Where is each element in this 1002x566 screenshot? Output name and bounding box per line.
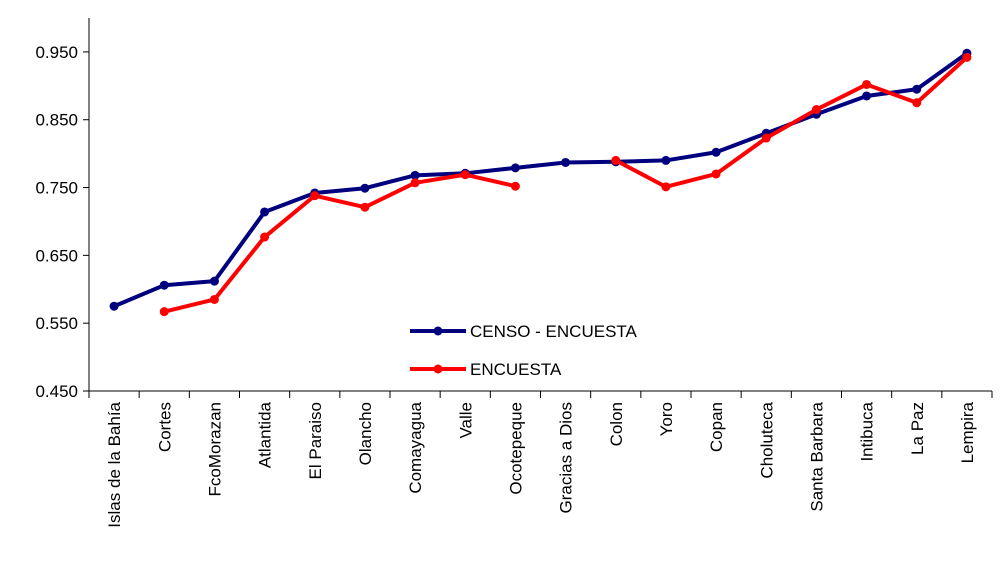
data-point bbox=[460, 170, 470, 180]
data-point bbox=[862, 91, 872, 101]
data-point bbox=[360, 183, 370, 193]
x-category-label: Intibuca bbox=[858, 401, 877, 461]
y-tick-label: 0.850 bbox=[35, 111, 78, 130]
data-point bbox=[661, 155, 671, 165]
data-point bbox=[159, 280, 169, 290]
data-point bbox=[410, 178, 420, 188]
x-category-label: Yoro bbox=[657, 402, 676, 436]
x-category-label: Copan bbox=[707, 402, 726, 452]
data-point bbox=[962, 52, 972, 62]
data-point bbox=[510, 181, 520, 191]
x-category-label: Cortes bbox=[155, 402, 174, 452]
legend-label: CENSO - ENCUESTA bbox=[470, 322, 638, 341]
data-point bbox=[811, 105, 821, 115]
x-category-label: FcoMorazan bbox=[205, 402, 224, 496]
data-point bbox=[360, 202, 370, 212]
data-point bbox=[912, 84, 922, 94]
data-point bbox=[260, 232, 270, 242]
y-tick-label: 0.950 bbox=[35, 43, 78, 62]
y-axis-ticks: 0.450 0.550 0.650 0.750 0.850 0.950 bbox=[35, 43, 89, 401]
data-point bbox=[611, 155, 621, 165]
data-point bbox=[410, 170, 420, 180]
x-category-label: La Paz bbox=[908, 402, 927, 455]
legend-label: ENCUESTA bbox=[470, 360, 562, 379]
data-point bbox=[561, 157, 571, 167]
data-point bbox=[209, 294, 219, 304]
x-category-label: El Paraiso bbox=[306, 402, 325, 479]
x-category-label: Comayagua bbox=[406, 401, 425, 493]
data-point bbox=[661, 182, 671, 192]
y-tick-label: 0.750 bbox=[35, 179, 78, 198]
data-point bbox=[310, 191, 320, 201]
x-category-label: Islas de la Bahía bbox=[105, 401, 124, 527]
series-line bbox=[163, 172, 516, 314]
x-category-label: Gracias a Dios bbox=[557, 402, 576, 513]
x-category-label: Olancho bbox=[356, 402, 375, 465]
series-group bbox=[109, 48, 972, 317]
data-point bbox=[159, 307, 169, 317]
legend: CENSO - ENCUESTA ENCUESTA bbox=[410, 322, 638, 379]
legend-swatch-marker bbox=[433, 326, 443, 336]
x-category-label: Lempira bbox=[958, 401, 977, 463]
series-2 bbox=[159, 52, 972, 317]
data-point bbox=[711, 147, 721, 157]
x-category-label: Valle bbox=[456, 402, 475, 439]
x-category-label: Colon bbox=[607, 402, 626, 446]
data-point bbox=[510, 163, 520, 173]
data-point bbox=[260, 207, 270, 217]
data-point bbox=[711, 169, 721, 179]
x-category-label: Santa Barbara bbox=[807, 401, 826, 511]
legend-item: ENCUESTA bbox=[410, 360, 562, 379]
y-tick-label: 0.550 bbox=[35, 314, 78, 333]
data-point bbox=[862, 79, 872, 89]
legend-item: CENSO - ENCUESTA bbox=[410, 322, 638, 341]
data-point bbox=[209, 276, 219, 286]
y-tick-label: 0.650 bbox=[35, 246, 78, 265]
x-category-label: Choluteca bbox=[757, 401, 776, 478]
x-axis-ticks: Islas de la Bahía Cortes FcoMorazan Atlanti… bbox=[88, 391, 993, 528]
x-category-label: Ocotepeque bbox=[506, 402, 525, 495]
data-point bbox=[912, 98, 922, 108]
legend-swatch-marker bbox=[433, 364, 443, 374]
series-line bbox=[614, 55, 969, 189]
x-category-label: Atlantida bbox=[256, 401, 275, 468]
series-line bbox=[113, 51, 969, 309]
data-point bbox=[761, 133, 771, 143]
data-point bbox=[109, 301, 119, 311]
y-tick-label: 0.450 bbox=[35, 382, 78, 401]
